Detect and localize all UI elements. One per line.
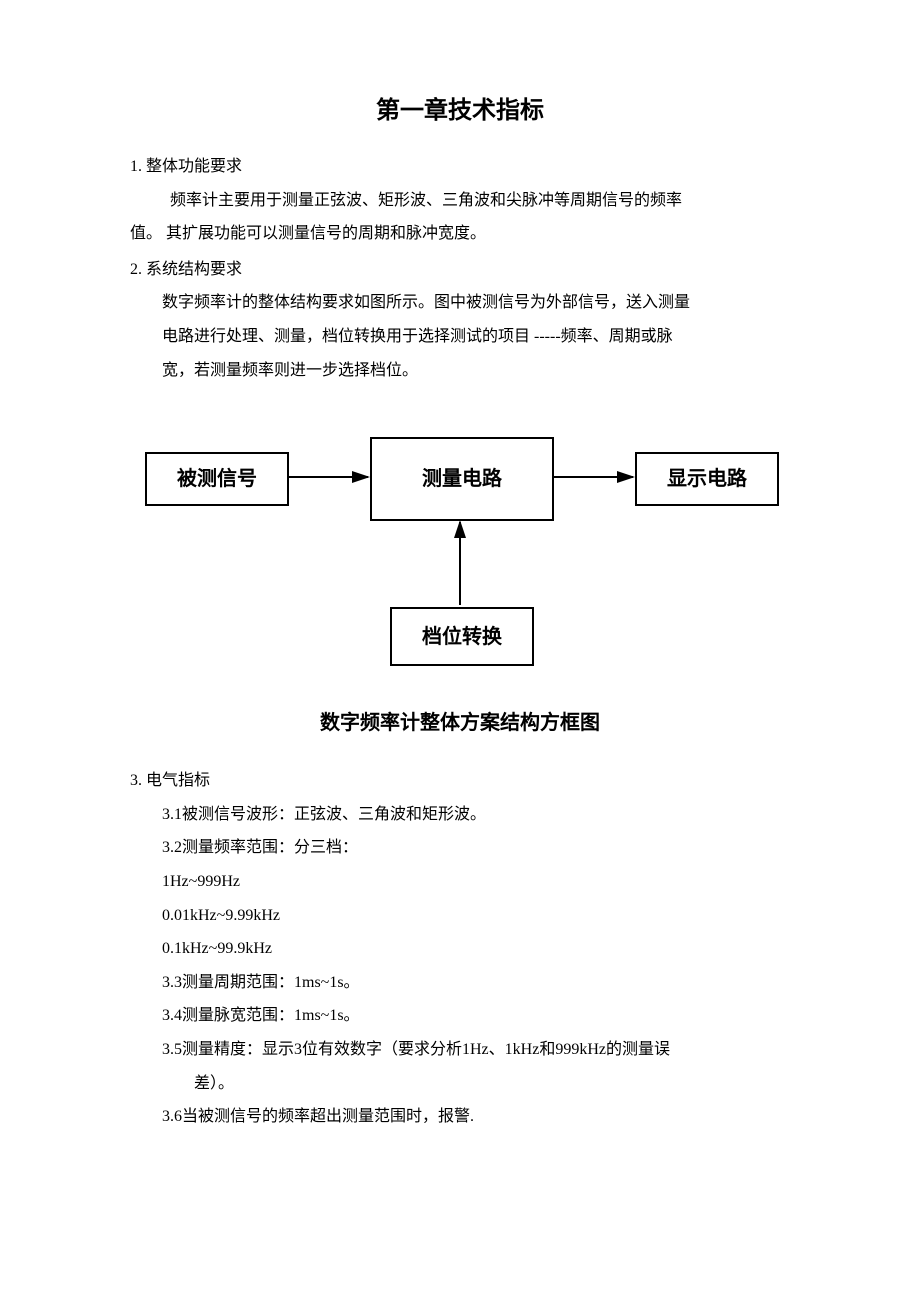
diagram-box-switch: 档位转换: [390, 607, 534, 666]
section-3-head: 3. 电气指标: [130, 764, 790, 798]
diagram-box-measure: 测量电路: [370, 437, 554, 521]
spec-3-4: 3.4测量脉宽范围：1ms~1s。: [130, 999, 790, 1033]
body-text: 1. 整体功能要求 频率计主要用于测量正弦波、矩形波、三角波和尖脉冲等周期信号的…: [130, 150, 790, 1134]
spec-3-6: 3.6当被测信号的频率超出测量范围时，报警.: [130, 1100, 790, 1134]
diagram-box-signal: 被测信号: [145, 452, 289, 506]
block-diagram: 被测信号 测量电路 显示电路 档位转换: [130, 432, 790, 672]
spec-3-1: 3.1被测信号波形：正弦波、三角波和矩形波。: [130, 798, 790, 832]
document-page: 第一章技术指标 1. 整体功能要求 频率计主要用于测量正弦波、矩形波、三角波和尖…: [0, 0, 920, 1214]
section-1-para-line1: 频率计主要用于测量正弦波、矩形波、三角波和尖脉冲等周期信号的频率: [130, 184, 790, 218]
section-2-para-line2: 电路进行处理、测量，档位转换用于选择测试的项目 -----频率、周期或脉: [130, 320, 790, 354]
freq-range-2: 0.01kHz~9.99kHz: [130, 899, 790, 933]
section-2-head: 2. 系统结构要求: [130, 253, 790, 287]
chapter-title: 第一章技术指标: [130, 90, 790, 125]
spec-3-5-line2: 差）。: [130, 1067, 790, 1101]
freq-range-3: 0.1kHz~99.9kHz: [130, 932, 790, 966]
diagram-caption: 数字频率计整体方案结构方框图: [130, 702, 790, 744]
diagram-box-display: 显示电路: [635, 452, 779, 506]
freq-range-1: 1Hz~999Hz: [130, 865, 790, 899]
section-2-para-line3: 宽，若测量频率则进一步选择档位。: [130, 354, 790, 388]
section-1-para-line2: 值。 其扩展功能可以测量信号的周期和脉冲宽度。: [130, 217, 790, 251]
spec-3-5-line1: 3.5测量精度：显示3位有效数字（要求分析1Hz、1kHz和999kHz的测量误: [130, 1033, 790, 1067]
section-1-head: 1. 整体功能要求: [130, 150, 790, 184]
spec-3-2: 3.2测量频率范围：分三档：: [130, 831, 790, 865]
section-2-para-line1: 数字频率计的整体结构要求如图所示。图中被测信号为外部信号，送入测量: [130, 286, 790, 320]
spec-3-3: 3.3测量周期范围：1ms~1s。: [130, 966, 790, 1000]
